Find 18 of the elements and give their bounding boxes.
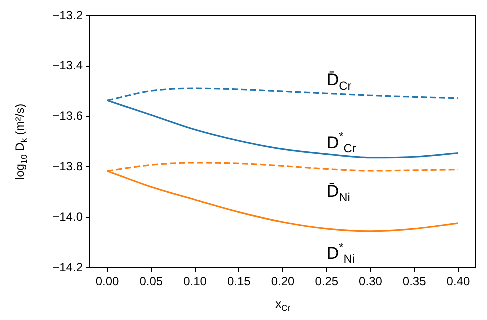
y-tick-label: −13.2 xyxy=(52,8,84,22)
y-tick-label: −14.2 xyxy=(52,260,84,274)
series-label: D*Cr xyxy=(326,130,356,156)
x-tick-label: 0.00 xyxy=(96,274,120,289)
x-tick-label: 0.25 xyxy=(315,274,339,289)
y-tick-label: −13.6 xyxy=(52,109,84,124)
x-tick-label: 0.20 xyxy=(271,274,295,289)
x-tick-label: 0.10 xyxy=(184,274,208,289)
x-tick-label: 0.30 xyxy=(359,274,383,289)
series-label: D*Ni xyxy=(326,240,355,266)
y-tick-label: −13.8 xyxy=(52,160,84,174)
x-tick-label: 0.15 xyxy=(227,274,252,289)
y-tick-label: −14.0 xyxy=(52,210,84,224)
y-axis-title: log10 Dk (m²/s) xyxy=(13,104,29,180)
y-tick-label: −13.4 xyxy=(52,58,84,73)
x-tick-label: 0.40 xyxy=(446,274,470,289)
x-tick-label: 0.35 xyxy=(402,274,427,289)
x-tick-label: 0.05 xyxy=(140,274,164,289)
